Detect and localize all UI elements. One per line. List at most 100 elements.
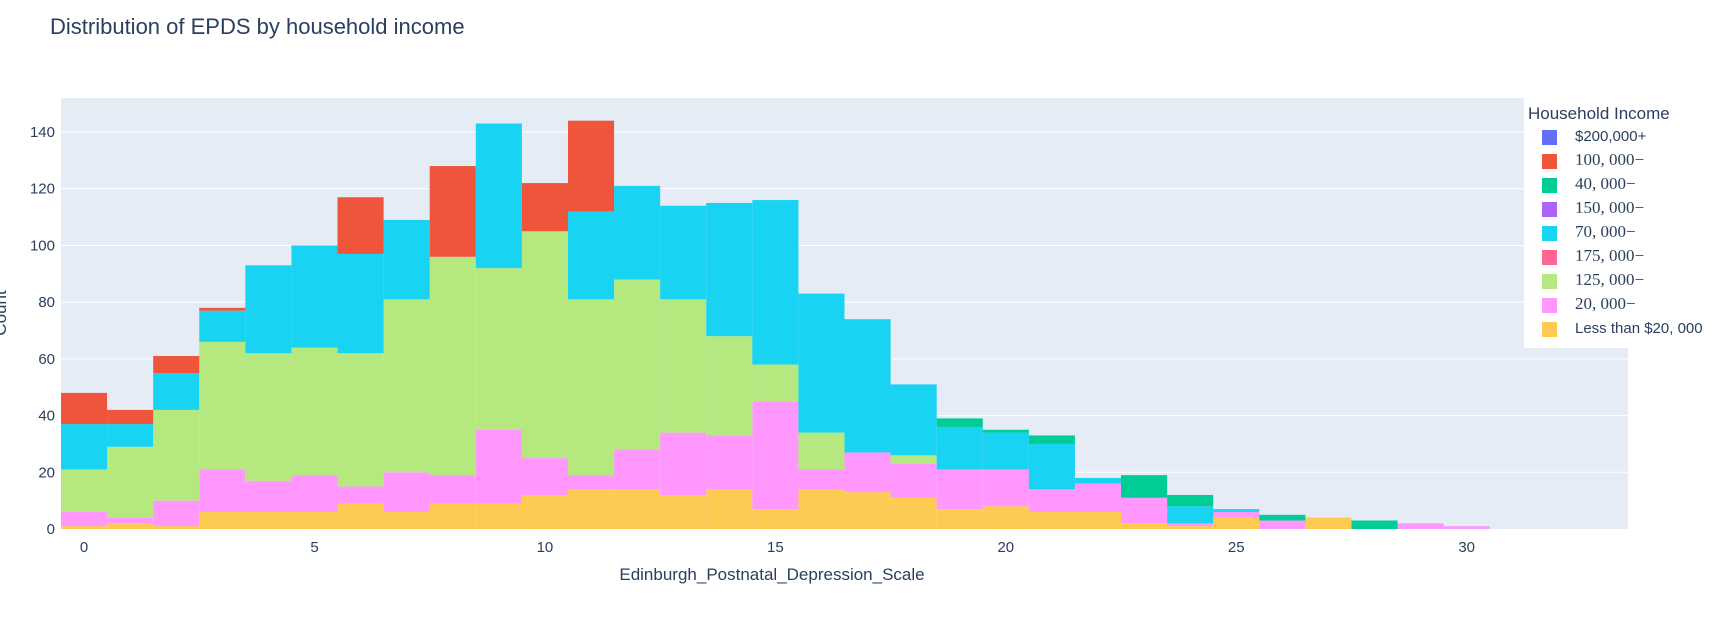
- bar[interactable]: [844, 452, 891, 493]
- bar[interactable]: [1167, 494, 1214, 507]
- bar[interactable]: [660, 299, 707, 433]
- bar[interactable]: [706, 489, 753, 529]
- bar[interactable]: [798, 293, 845, 433]
- bar[interactable]: [337, 353, 384, 487]
- bar[interactable]: [567, 489, 615, 529]
- bar[interactable]: [614, 279, 661, 450]
- bar[interactable]: [660, 205, 707, 300]
- bar[interactable]: [475, 123, 522, 269]
- bar[interactable]: [199, 310, 246, 342]
- bar[interactable]: [199, 469, 246, 512]
- bar[interactable]: [890, 455, 937, 464]
- bar[interactable]: [890, 384, 937, 456]
- bar[interactable]: [1028, 435, 1075, 444]
- bar[interactable]: [153, 373, 200, 410]
- bar[interactable]: [936, 509, 983, 529]
- bar[interactable]: [567, 211, 615, 300]
- bar[interactable]: [521, 458, 568, 495]
- bar[interactable]: [245, 265, 292, 354]
- bar[interactable]: [614, 449, 661, 490]
- bar[interactable]: [107, 424, 154, 447]
- bar[interactable]: [61, 511, 108, 527]
- bar[interactable]: [1305, 517, 1352, 529]
- legend-item[interactable]: 100, 000−: [1524, 150, 1727, 174]
- bar[interactable]: [245, 353, 292, 481]
- bar[interactable]: [429, 166, 476, 257]
- bar[interactable]: [245, 480, 292, 512]
- bars-layer[interactable]: [61, 120, 1490, 529]
- bar[interactable]: [752, 509, 799, 529]
- bar[interactable]: [521, 494, 568, 529]
- legend-item[interactable]: 20, 000−: [1524, 294, 1727, 318]
- bar[interactable]: [475, 429, 522, 504]
- bar[interactable]: [1351, 520, 1398, 529]
- bar[interactable]: [1121, 497, 1168, 524]
- bar[interactable]: [383, 472, 430, 512]
- legend-item[interactable]: 175, 000−: [1524, 246, 1727, 270]
- bar[interactable]: [752, 401, 799, 510]
- bar[interactable]: [936, 426, 983, 470]
- bar[interactable]: [1167, 526, 1214, 529]
- bar[interactable]: [706, 336, 753, 436]
- bar[interactable]: [291, 245, 338, 348]
- bar[interactable]: [107, 517, 154, 524]
- bar[interactable]: [982, 506, 1029, 529]
- bar[interactable]: [61, 424, 108, 470]
- bar[interactable]: [429, 503, 476, 529]
- bar[interactable]: [337, 486, 384, 504]
- bar[interactable]: [245, 511, 292, 529]
- bar[interactable]: [982, 432, 1029, 470]
- bar[interactable]: [1074, 511, 1122, 529]
- bar[interactable]: [61, 469, 108, 512]
- bar[interactable]: [107, 409, 154, 425]
- bar[interactable]: [1443, 526, 1490, 529]
- bar[interactable]: [1213, 511, 1260, 518]
- bar[interactable]: [61, 526, 108, 529]
- bar[interactable]: [475, 268, 522, 430]
- legend-item[interactable]: 40, 000−: [1524, 174, 1727, 198]
- bar[interactable]: [153, 526, 200, 529]
- bar[interactable]: [660, 432, 707, 495]
- bar[interactable]: [107, 523, 154, 529]
- bar[interactable]: [1167, 523, 1214, 527]
- bar[interactable]: [291, 475, 338, 512]
- bar[interactable]: [798, 469, 845, 490]
- legend-item[interactable]: Less than $20, 000: [1524, 318, 1727, 342]
- bar[interactable]: [890, 463, 937, 498]
- bar[interactable]: [337, 253, 384, 354]
- bar[interactable]: [199, 511, 246, 529]
- bar[interactable]: [614, 489, 661, 529]
- bar[interactable]: [1259, 514, 1306, 521]
- bar[interactable]: [429, 256, 476, 476]
- bar[interactable]: [61, 392, 108, 425]
- bar[interactable]: [291, 347, 338, 476]
- bar[interactable]: [1028, 511, 1075, 529]
- bar[interactable]: [153, 500, 200, 527]
- bar[interactable]: [383, 219, 430, 300]
- bar[interactable]: [982, 429, 1029, 433]
- bar[interactable]: [1121, 475, 1168, 498]
- bar[interactable]: [337, 197, 384, 254]
- bar[interactable]: [1028, 489, 1075, 512]
- legend-item[interactable]: 70, 000−: [1524, 222, 1727, 246]
- bar[interactable]: [982, 469, 1029, 507]
- bar[interactable]: [153, 409, 200, 501]
- bar[interactable]: [936, 469, 983, 510]
- bar[interactable]: [936, 418, 983, 427]
- bar[interactable]: [199, 307, 246, 311]
- bar[interactable]: [199, 341, 246, 470]
- bar[interactable]: [567, 299, 615, 476]
- bar[interactable]: [521, 183, 568, 232]
- bar[interactable]: [660, 494, 707, 529]
- bar[interactable]: [844, 319, 891, 453]
- bar[interactable]: [1213, 517, 1260, 529]
- bar[interactable]: [614, 185, 661, 280]
- legend-item[interactable]: $200,000+: [1524, 126, 1727, 150]
- bar[interactable]: [337, 503, 384, 529]
- bar[interactable]: [567, 120, 615, 212]
- legend-item[interactable]: 125, 000−: [1524, 270, 1727, 294]
- bar[interactable]: [383, 511, 430, 529]
- bar[interactable]: [1028, 443, 1075, 490]
- bar[interactable]: [706, 435, 753, 490]
- bar[interactable]: [798, 489, 845, 529]
